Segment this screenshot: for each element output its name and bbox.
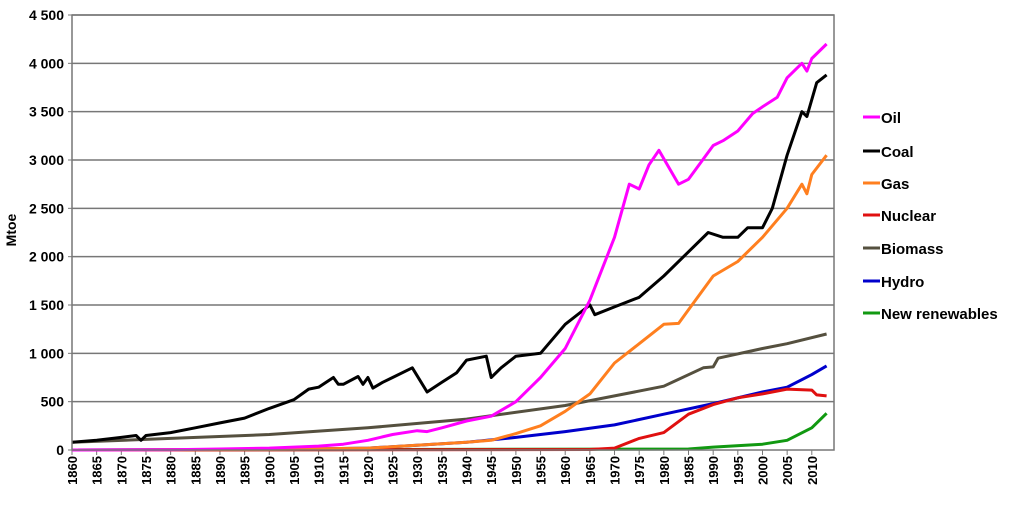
x-tick-label: 1915 — [336, 456, 351, 485]
y-axis-label: Mtoe — [3, 213, 19, 246]
series-line-new-renewables — [71, 412, 828, 452]
x-tick-label: 1980 — [657, 456, 672, 485]
legend-item: Oil — [863, 110, 901, 127]
y-tick-label: 4 500 — [29, 7, 64, 23]
y-axis-ticks: 0 500 1 000 1 500 2 000 2 500 3 000 3 500 4 000 4… — [29, 7, 72, 458]
plot-frame — [71, 14, 835, 451]
x-tick-label: 1965 — [583, 456, 598, 485]
y-tick-label: 500 — [41, 394, 65, 410]
x-tick-label: 1870 — [114, 456, 129, 485]
y-tick-label: 4 000 — [29, 55, 64, 71]
x-tick-label: 1935 — [435, 456, 450, 485]
y-tick-label: 1 000 — [29, 345, 64, 361]
x-tick-label: 1990 — [706, 456, 721, 485]
y-tick-label: 1 500 — [29, 297, 64, 313]
legend-label: New renewables — [881, 306, 998, 323]
x-tick-label: 1960 — [558, 456, 573, 485]
series-line-oil — [71, 42, 828, 452]
legend-label: Gas — [881, 176, 909, 193]
series-line-nuclear — [71, 387, 827, 452]
y-tick-label: 3 500 — [29, 104, 64, 120]
legend: Oil Coal Gas Nuclear Biomass Hydro New renewab… — [863, 110, 998, 323]
series-lines — [71, 42, 828, 452]
legend-item: Hydro — [863, 274, 924, 291]
x-tick-label: 2010 — [805, 456, 820, 485]
y-tick-label: 0 — [56, 442, 64, 458]
x-tick-label: 1940 — [460, 456, 475, 485]
x-tick-label: 1925 — [386, 456, 401, 485]
legend-item: Nuclear — [863, 208, 936, 225]
series-line-gas — [71, 154, 828, 452]
y-tick-label: 2 500 — [29, 200, 64, 216]
x-tick-label: 1950 — [509, 456, 524, 485]
y-tick-label: 2 000 — [29, 249, 64, 265]
x-tick-label: 1860 — [65, 456, 80, 485]
x-tick-label: 1890 — [213, 456, 228, 485]
legend-label: Biomass — [881, 241, 944, 258]
x-axis-ticks: 1860 1865 1870 1875 1880 1885 1890 1895 1900 1905… — [65, 450, 820, 485]
legend-label: Coal — [881, 144, 914, 161]
x-tick-label: 1885 — [188, 456, 203, 485]
series-line-biomass — [71, 332, 827, 444]
series-line-coal — [71, 73, 828, 444]
x-tick-label: 1905 — [287, 456, 302, 485]
x-tick-label: 1895 — [238, 456, 253, 485]
x-tick-label: 1880 — [164, 456, 179, 485]
x-tick-label: 1975 — [632, 456, 647, 485]
x-tick-label: 1900 — [262, 456, 277, 485]
x-tick-label: 1955 — [534, 456, 549, 485]
x-tick-label: 1875 — [139, 456, 154, 485]
x-tick-label: 1910 — [312, 456, 327, 485]
x-tick-label: 1865 — [90, 456, 105, 485]
x-tick-label: 1930 — [410, 456, 425, 485]
x-tick-label: 1995 — [731, 456, 746, 485]
x-tick-label: 1970 — [608, 456, 623, 485]
x-tick-label: 1985 — [682, 456, 697, 485]
legend-item: Coal — [863, 144, 914, 161]
x-tick-label: 2005 — [780, 456, 795, 485]
legend-label: Nuclear — [881, 208, 936, 225]
legend-item: Biomass — [863, 241, 944, 258]
legend-item: Gas — [863, 176, 909, 193]
x-tick-label: 2000 — [755, 456, 770, 485]
y-tick-label: 3 000 — [29, 152, 64, 168]
x-tick-label: 1945 — [484, 456, 499, 485]
legend-item: New renewables — [863, 306, 998, 323]
x-tick-label: 1920 — [361, 456, 376, 485]
legend-label: Oil — [881, 110, 901, 127]
legend-label: Hydro — [881, 274, 924, 291]
gridlines — [72, 14, 834, 403]
